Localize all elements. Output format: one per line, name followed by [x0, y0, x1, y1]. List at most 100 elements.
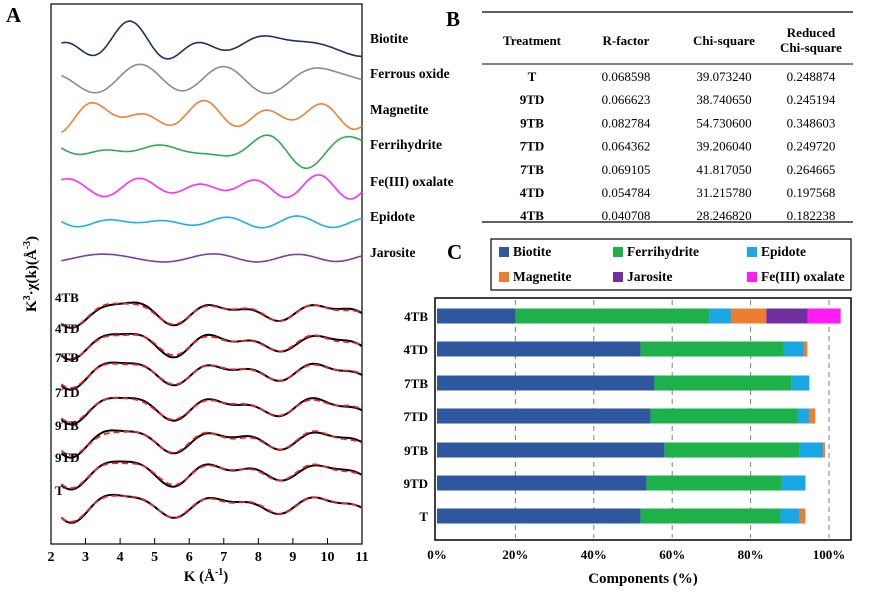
bar-segment	[640, 341, 784, 357]
table-row: 9TD 0.066623 38.740650 0.245194	[520, 92, 836, 107]
bar-segment	[809, 408, 816, 424]
panel-c-category-label: T	[419, 509, 428, 524]
reference-spectrum-label: Magnetite	[370, 102, 428, 117]
fitted-spectrum-line	[60, 396, 363, 424]
panel-c-x-ticks: 0% 20% 40% 60% 80% 100%	[427, 547, 845, 562]
experimental-spectrum-line	[60, 396, 363, 426]
panel-a-tick-label: 7	[220, 550, 227, 565]
reference-spectrum-label: Biotite	[370, 31, 408, 46]
table-row-treatment: T	[528, 69, 537, 84]
bar-segment	[797, 408, 810, 424]
bar-segment	[782, 475, 806, 491]
table-cell: 39.073240	[696, 69, 751, 84]
fitted-spectrum-line	[60, 494, 363, 523]
fitted-spectrum-line	[60, 302, 363, 329]
table-cell: 28.246820	[696, 208, 751, 223]
reference-spectrum-line	[61, 134, 363, 170]
stacked-bars	[437, 308, 841, 524]
table-cell: 38.740650	[696, 92, 751, 107]
panel-a-x-axis-label: K (Å-1)	[184, 567, 229, 585]
table-cell: 31.215780	[696, 185, 751, 200]
fitted-spectrum-line	[60, 362, 363, 390]
table-header-cell: Chi-square	[780, 40, 842, 55]
bar-segment	[731, 308, 767, 324]
bar-segment	[791, 375, 810, 391]
bar-segment	[783, 341, 804, 357]
reference-spectra	[61, 20, 363, 263]
reference-spectrum-label: Fe(III) oxalate	[370, 174, 454, 189]
panel-c-category-label: 7TD	[403, 409, 428, 424]
panel-c-plot-frame	[434, 297, 852, 541]
panel-c-category-label: 9TB	[404, 443, 428, 458]
panel-a-tick-label: 4	[117, 550, 124, 565]
fit-spectrum-label: 4TD	[55, 321, 80, 336]
table-row: 4TD 0.054784 31.215780 0.197568	[520, 185, 836, 200]
panel-c-category-label: 4TD	[403, 342, 428, 357]
bar-row	[437, 508, 806, 524]
bar-segment	[437, 408, 651, 424]
table-row-treatment: 4TD	[520, 185, 545, 200]
panel-c-category-label: 7TB	[404, 376, 428, 391]
bar-segment	[766, 308, 808, 324]
reference-spectrum-label: Jarosite	[370, 245, 416, 260]
legend-entry: Jarosite	[613, 269, 673, 284]
bar-segment	[437, 341, 641, 357]
legend-swatch	[613, 272, 623, 282]
bar-segment	[799, 508, 806, 524]
panel-c-tick-label: 0%	[427, 547, 447, 562]
table-row: T 0.068598 39.073240 0.248874	[528, 69, 836, 84]
fitted-spectrum-line	[60, 333, 363, 360]
legend-label: Biotite	[513, 244, 551, 259]
bar-segment	[646, 475, 782, 491]
bar-row	[437, 375, 810, 391]
bar-segment	[780, 508, 800, 524]
bar-segment	[650, 408, 798, 424]
table-cell: 54.730600	[696, 115, 751, 130]
legend-box	[490, 238, 852, 291]
panel-a-y-axis-label: K3·χ(k)(Å-3)	[22, 236, 40, 312]
legend-entry: Biotite	[499, 244, 551, 259]
legend-swatch	[613, 247, 623, 257]
legend-swatch	[747, 247, 757, 257]
table-row: 9TB 0.082784 54.730600 0.348603	[520, 115, 835, 130]
fit-labels: 4TB 4TD 7TB 7TD 9TB 9TD T	[55, 290, 80, 498]
bar-segment	[823, 442, 826, 458]
panel-c-category-label: 4TB	[404, 309, 428, 324]
table-cell: 0.082784	[602, 115, 651, 130]
table-cell: 41.817050	[696, 162, 751, 177]
panel-a-x-ticks: 2 3 4 5 6 7 8 9 10 11	[48, 538, 369, 565]
bar-segment	[709, 308, 731, 324]
table-row-treatment: 4TB	[520, 208, 544, 223]
panel-a-tick-label: 8	[255, 550, 262, 565]
panel-c-legend: Biotite Ferrihydrite Epidote Magnetite Jaros…	[490, 238, 852, 291]
bar-segment	[803, 341, 808, 357]
table-cell: 39.206040	[696, 139, 751, 154]
table-cell: 0.066623	[602, 92, 651, 107]
panel-a-letter: A	[6, 3, 22, 27]
bar-row	[437, 341, 808, 357]
table-cell: 0.249720	[787, 139, 836, 154]
panel-c-category-labels: 4TB 4TD 7TB 7TD 9TB 9TD T	[403, 309, 428, 524]
panel-c-category-label: 9TD	[403, 476, 428, 491]
fit-spectrum-label: T	[55, 483, 64, 498]
table-header-cell: Reduced	[787, 25, 836, 40]
table-cell: 0.245194	[787, 92, 836, 107]
bar-segment	[799, 442, 824, 458]
table-header-cell: Chi-square	[693, 33, 755, 48]
table-row-treatment: 9TB	[520, 115, 544, 130]
reference-spectrum-label: Ferrihydrite	[370, 137, 442, 152]
experimental-spectrum-line	[60, 361, 363, 391]
fit-spectra	[60, 301, 363, 524]
table-cell: 0.182238	[787, 208, 836, 223]
fit-spectrum-label: 7TB	[55, 350, 79, 365]
panel-a-tick-label: 10	[320, 550, 334, 565]
panel-b-letter: B	[446, 7, 460, 31]
panel-c-tick-label: 60%	[659, 547, 685, 562]
reference-spectrum-line	[61, 63, 363, 95]
fit-spectrum-label: 9TB	[55, 418, 79, 433]
reference-spectrum-line	[61, 253, 363, 263]
reference-spectrum-line	[61, 174, 363, 200]
reference-spectrum-line	[61, 20, 362, 60]
bar-segment	[640, 508, 780, 524]
